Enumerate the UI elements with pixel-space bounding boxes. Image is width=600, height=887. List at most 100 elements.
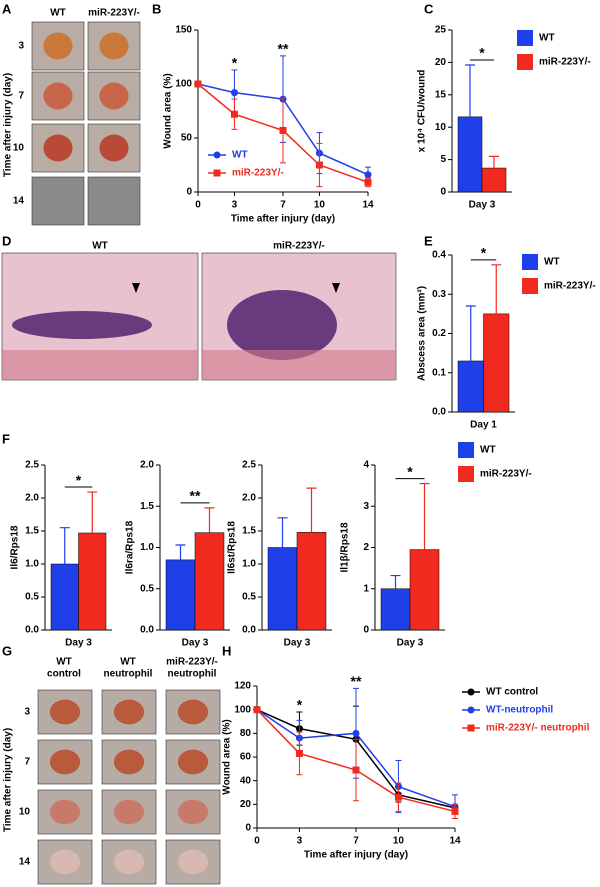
wound bbox=[43, 134, 73, 162]
legend-marker bbox=[213, 151, 221, 159]
y-axis-label: x 10⁴ CFU/wound bbox=[417, 70, 428, 153]
y-axis-label: Il6ra/Rps18 bbox=[125, 520, 136, 574]
panel-letter: E bbox=[424, 233, 433, 248]
marker bbox=[352, 766, 360, 774]
x-tick-label: 10 bbox=[393, 836, 405, 847]
x-tick-label: Day 1 bbox=[470, 420, 497, 431]
legend-swatch bbox=[458, 442, 474, 458]
y-axis-label: Il6/Rps18 bbox=[10, 525, 21, 569]
error-bar bbox=[87, 491, 98, 533]
x-tick-label: 7 bbox=[353, 836, 359, 847]
column-header: neutrophil bbox=[168, 669, 217, 680]
annotation: * bbox=[407, 463, 413, 479]
y-tick-label: 5 bbox=[440, 154, 446, 165]
wound bbox=[99, 82, 129, 110]
x-tick-label: 0 bbox=[195, 200, 201, 211]
annotation: * bbox=[232, 55, 238, 71]
error-bar bbox=[390, 574, 401, 589]
y-axis-label: Il6st/Rps18 bbox=[227, 521, 238, 574]
y-tick-label: 1.0 bbox=[140, 542, 154, 553]
legend-swatch bbox=[458, 466, 474, 482]
panel-letter: A bbox=[2, 1, 12, 16]
x-tick-label: Day 3 bbox=[397, 638, 424, 649]
legend-label: WT bbox=[539, 33, 555, 44]
column-header: WT bbox=[92, 241, 108, 252]
annotation: ** bbox=[278, 41, 289, 57]
bar bbox=[380, 588, 411, 631]
wound bbox=[113, 849, 145, 875]
error-bar bbox=[204, 507, 215, 533]
panel-letter: C bbox=[424, 1, 434, 16]
legend-swatch bbox=[517, 30, 533, 46]
legend-marker bbox=[467, 706, 475, 714]
legend-marker bbox=[467, 688, 475, 696]
panel-letter: D bbox=[2, 233, 11, 248]
arrowhead bbox=[132, 283, 140, 293]
y-tick-label: 0.0 bbox=[25, 625, 39, 636]
marker bbox=[279, 126, 287, 134]
column-header: neutrophil bbox=[104, 669, 153, 680]
y-tick-label: 0 bbox=[186, 187, 192, 198]
error-bar bbox=[419, 482, 430, 550]
panel-letter: H bbox=[222, 643, 231, 658]
y-tick-label: 0.5 bbox=[140, 583, 154, 594]
y-tick-label: 0.0 bbox=[242, 625, 256, 636]
y-tick-label: 1 bbox=[363, 583, 369, 594]
legend-marker bbox=[467, 724, 475, 732]
error-bar bbox=[277, 517, 288, 548]
y-tick-label: 80 bbox=[240, 728, 252, 739]
y-tick-label: 0.3 bbox=[432, 289, 446, 300]
column-header: miR-223Y/- bbox=[273, 241, 325, 252]
annotation: * bbox=[479, 45, 485, 61]
marker bbox=[394, 793, 402, 801]
x-tick-label: Day 3 bbox=[469, 200, 496, 211]
muscle bbox=[202, 350, 396, 380]
y-axis-label: Wound area (%) bbox=[222, 719, 233, 794]
y-axis-label: Abscess area (mm²) bbox=[417, 286, 428, 381]
axis-label: Time after injury (day) bbox=[3, 73, 14, 177]
bar bbox=[267, 547, 298, 631]
bar bbox=[457, 360, 484, 413]
y-tick-label: 0.0 bbox=[140, 625, 154, 636]
marker bbox=[315, 161, 323, 169]
error-bar bbox=[489, 155, 499, 169]
panel-letter: F bbox=[2, 431, 10, 446]
y-tick-label: 2 bbox=[363, 542, 369, 553]
y-tick-label: 0.4 bbox=[432, 250, 446, 261]
annotation: * bbox=[297, 697, 303, 713]
legend-label: miR-223Y/- bbox=[232, 168, 284, 179]
panel-letter: B bbox=[152, 1, 161, 16]
y-tick-label: 1.5 bbox=[25, 526, 39, 537]
wound bbox=[49, 849, 81, 875]
y-tick-label: 0 bbox=[245, 823, 251, 834]
y-tick-label: 0.0 bbox=[432, 407, 446, 418]
photo bbox=[31, 176, 85, 226]
annotation: * bbox=[76, 472, 82, 488]
error-bar bbox=[306, 487, 317, 533]
y-axis-label: Il1β/Rps18 bbox=[340, 522, 351, 572]
y-tick-label: 1.5 bbox=[140, 501, 154, 512]
row-label: 3 bbox=[18, 41, 24, 52]
bar bbox=[481, 167, 507, 193]
legend-label: miR-223Y/- bbox=[480, 469, 532, 480]
row-label: 14 bbox=[13, 196, 25, 207]
x-axis-label: Time after injury (day) bbox=[304, 850, 408, 861]
axis-label: Time after injury (day) bbox=[3, 728, 14, 832]
bar bbox=[78, 532, 107, 631]
y-tick-label: 120 bbox=[234, 681, 251, 692]
arrowhead bbox=[332, 283, 340, 293]
y-tick-label: 15 bbox=[435, 89, 447, 100]
y-tick-label: 0.2 bbox=[432, 328, 446, 339]
y-tick-label: 4 bbox=[363, 460, 369, 471]
y-tick-label: 0.1 bbox=[432, 367, 446, 378]
wound bbox=[43, 82, 73, 110]
bar bbox=[457, 116, 483, 193]
bar bbox=[483, 313, 510, 413]
y-tick-label: 60 bbox=[240, 752, 252, 763]
column-header: miR-223Y/- bbox=[88, 8, 140, 19]
error-bar bbox=[491, 264, 502, 314]
annotation: * bbox=[481, 245, 487, 261]
y-tick-label: 150 bbox=[175, 25, 192, 36]
wound bbox=[177, 749, 209, 775]
